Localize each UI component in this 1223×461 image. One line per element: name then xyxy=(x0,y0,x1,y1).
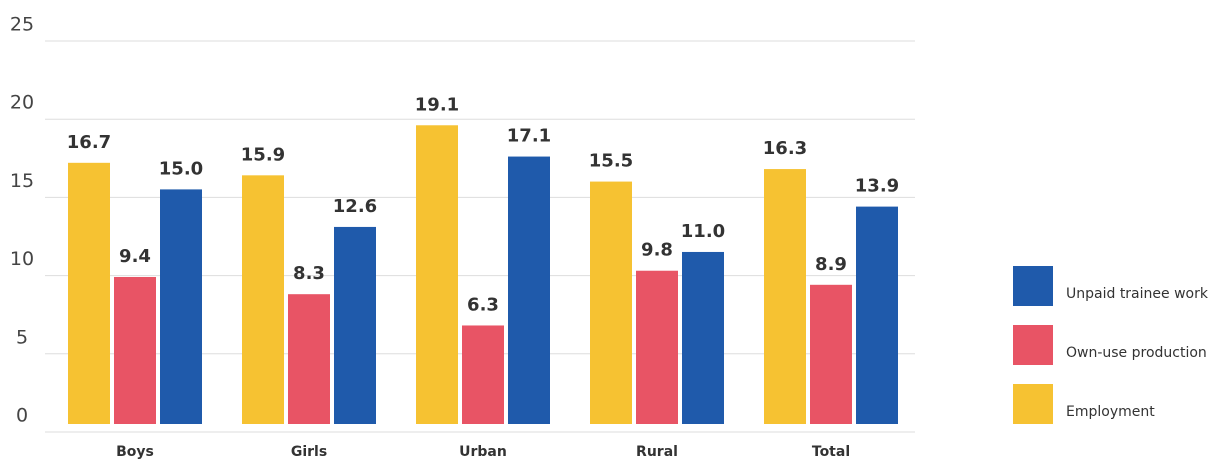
data-label: 9.8 xyxy=(641,240,673,261)
data-label: 17.1 xyxy=(507,126,551,147)
bar xyxy=(242,175,284,424)
data-label: 15.5 xyxy=(589,151,633,172)
y-tick-label: 25 xyxy=(10,14,34,36)
bar xyxy=(416,125,458,424)
legend-label: Unpaid trainee work xyxy=(1066,286,1209,302)
x-tick-label: Total xyxy=(812,444,850,460)
data-label: 19.1 xyxy=(415,94,459,115)
x-tick-label: Rural xyxy=(636,444,678,460)
data-label: 8.3 xyxy=(293,263,325,284)
y-tick-label: 0 xyxy=(16,405,28,427)
data-label: 16.3 xyxy=(763,138,807,159)
data-label: 15.9 xyxy=(241,144,285,165)
bar xyxy=(68,162,110,424)
legend-swatch xyxy=(1013,384,1053,424)
bar xyxy=(334,226,376,424)
data-label: 13.9 xyxy=(855,176,899,197)
legend-swatch xyxy=(1013,266,1053,306)
data-label: 9.4 xyxy=(119,246,151,267)
bar xyxy=(462,325,504,424)
bar xyxy=(590,181,632,424)
x-tick-label: Boys xyxy=(116,444,154,460)
data-label: 15.0 xyxy=(159,158,203,179)
bar xyxy=(288,294,330,424)
data-label: 8.9 xyxy=(815,254,847,275)
y-tick-label: 10 xyxy=(10,248,34,270)
legend-label: Employment xyxy=(1066,404,1155,420)
data-label: 16.7 xyxy=(67,132,111,153)
x-tick-label: Urban xyxy=(459,444,507,460)
bar xyxy=(856,206,898,424)
bar xyxy=(160,189,202,424)
data-label: 11.0 xyxy=(681,221,725,242)
legend-swatch xyxy=(1013,325,1053,365)
bar xyxy=(636,270,678,424)
y-tick-label: 20 xyxy=(10,92,34,114)
bar xyxy=(508,156,550,424)
y-tick-label: 15 xyxy=(10,170,34,192)
legend-label: Own-use production xyxy=(1066,345,1207,361)
data-label: 6.3 xyxy=(467,294,499,315)
bar xyxy=(764,169,806,424)
bar xyxy=(114,276,156,424)
data-label: 12.6 xyxy=(333,196,377,217)
bar xyxy=(810,284,852,424)
bar xyxy=(682,251,724,424)
x-tick-label: Girls xyxy=(291,444,327,460)
y-tick-label: 5 xyxy=(16,326,28,348)
